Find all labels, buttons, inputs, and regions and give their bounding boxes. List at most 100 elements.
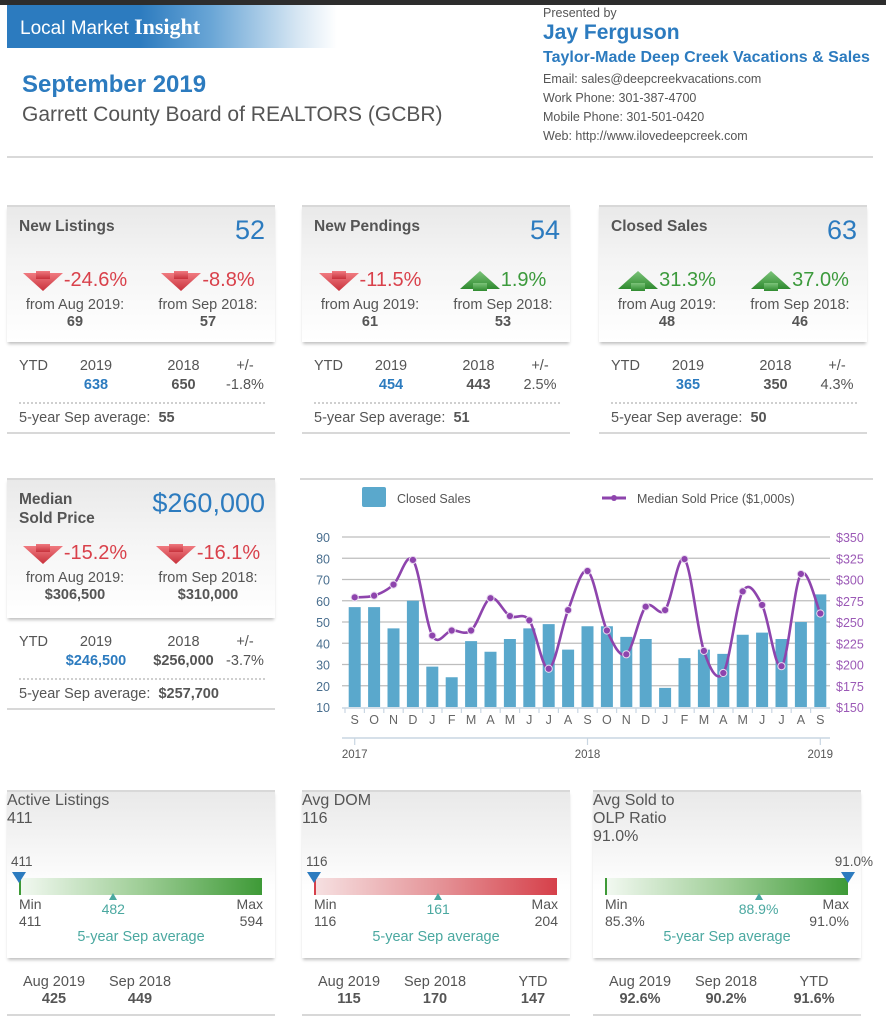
gauge-min-tick (605, 878, 607, 895)
footer-stat-label: Aug 2019 (608, 974, 672, 990)
card-title: Avg Sold to OLP Ratio (593, 792, 861, 828)
gauge-average-value: 482 (101, 901, 125, 917)
card-value: $260,000 (152, 488, 265, 518)
agent-work-phone: Work Phone: 301-387-4700 (543, 91, 697, 105)
x-tick-label: J (778, 713, 784, 727)
ytd-previous: 2018 350 (738, 357, 813, 395)
dotted-divider (19, 402, 265, 404)
five-year-average-value: 51 (453, 410, 470, 426)
agent-web[interactable]: Web: http://www.ilovedeepcreek.com (543, 129, 748, 143)
gauge-average-marker-icon (434, 893, 443, 900)
agent-email[interactable]: Email: sales@deepcreekvacations.com (543, 72, 762, 86)
x-tick-label: A (564, 713, 573, 727)
change-percent-value: 37.0% (792, 269, 849, 291)
ytd-label: YTD (611, 358, 640, 374)
footer-stat-label: YTD (518, 974, 548, 990)
point-median-sold-price (505, 611, 514, 621)
change-chg2: -16.1% from Sep 2018: $310,000 (143, 542, 273, 604)
card-title: New Pendings (314, 218, 420, 235)
bar-closed-sales (465, 641, 478, 707)
gauge-bar (314, 878, 557, 895)
ytd-previous: 2018 443 (441, 357, 516, 395)
footer-stat: Sep 2018 170 (400, 974, 470, 1008)
ytd-change-value: -1.8% (226, 377, 264, 393)
x-tick-label: D (408, 713, 417, 727)
y-right-tick-label: $225 (836, 637, 864, 651)
gauge-max-value: 204 (534, 913, 558, 929)
median-sold-price-card: Median Sold Price $260,000 -15.2% from Aug 2… (7, 478, 275, 710)
footer-stat-label: Sep 2018 (694, 974, 758, 990)
ytd-section: YTD 2019 365 2018 350 +/- 4.3% 5-year Sep avera… (599, 342, 867, 434)
arrow-down-icon (155, 543, 196, 564)
gauge-average-marker-icon (754, 893, 763, 900)
point-median-sold-price (680, 555, 689, 564)
gauge-max: Max 204 (532, 896, 558, 930)
change-label: from Aug 2019: (617, 296, 717, 313)
footer-stat-label: Sep 2018 (108, 974, 172, 990)
card-header: Avg DOM 116 116 161 Min 116 Max 204 5-year Sep a… (302, 790, 570, 958)
change-label: from Sep 2018: (750, 296, 850, 313)
x-tick-label: J (759, 713, 765, 727)
ytd-previous: 2018 $256,000 (146, 633, 221, 671)
card-title-line2: OLP Ratio (593, 810, 667, 827)
footer-stat-value: 92.6% (619, 991, 661, 1007)
y-right-tick-label: $200 (836, 659, 864, 673)
bar-closed-sales (503, 639, 516, 707)
footer-stat-label: Sep 2018 (403, 974, 467, 990)
gauge-min-tick (19, 878, 21, 895)
y-left-tick-label: 80 (316, 552, 330, 566)
x-tick-label: A (797, 713, 806, 727)
arrow-down-icon (22, 543, 63, 564)
y-left-tick-label: 40 (316, 637, 330, 651)
change-label: from Aug 2019: (25, 569, 125, 586)
avg-sold-to-olp-card: Avg Sold to OLP Ratio 91.0% 91.0% 88.9% Min 85… (593, 790, 873, 1016)
card-value: 116 (302, 810, 328, 827)
point-median-sold-price (486, 594, 495, 603)
change-base-value: 61 (361, 313, 379, 330)
x-tick-label: M (505, 713, 515, 727)
card-title-line1: Median (19, 491, 73, 508)
presented-by: Presented by (543, 6, 617, 20)
footer-stat-value: 91.6% (793, 991, 835, 1007)
arrow-down-icon (161, 270, 202, 291)
gauge-average-label: 5-year Sep average (77, 929, 205, 945)
ytd-previous-year: 2018 (462, 358, 495, 374)
ytd-current: 2019 365 (653, 357, 723, 395)
point-median-sold-price (408, 555, 418, 565)
point-median-sold-price (719, 668, 728, 678)
x-tick-label: F (448, 713, 456, 727)
card-header: Median Sold Price $260,000 -15.2% from Aug 2… (7, 478, 275, 618)
change-chg2: 37.0% from Sep 2018: 46 (735, 269, 865, 331)
change-label: from Aug 2019: (320, 296, 420, 313)
card-footer: Aug 2019 425 Sep 2018 449 (7, 958, 275, 1016)
footer-stat-value: 449 (127, 991, 153, 1007)
card-title: Active Listings (7, 792, 110, 809)
gauge-current-label: 116 (306, 854, 328, 869)
five-year-average: 5-year Sep average: 55 (19, 410, 175, 426)
x-tick-label: N (622, 713, 631, 727)
footer-stat: Sep 2018 449 (105, 974, 175, 1008)
gauge-min: Min 85.3% (605, 896, 645, 930)
gauge-max: Max 91.0% (809, 896, 849, 930)
footer-stat: Aug 2019 92.6% (605, 974, 675, 1008)
change-percent: 1.9% (459, 269, 547, 292)
y-left-tick-label: 10 (316, 701, 330, 715)
gauge-min: Min 116 (314, 896, 337, 930)
footer-stat-label: YTD (799, 974, 829, 990)
gauge-bar (19, 878, 262, 895)
y-left-tick-label: 60 (316, 595, 330, 609)
footer-stat-value: 115 (337, 991, 361, 1007)
ytd-current-year: 2019 (79, 358, 113, 374)
y-right-tick-label: $325 (836, 552, 864, 566)
y-right-tick-label: $150 (836, 701, 864, 715)
ytd-current-value: 454 (378, 377, 404, 393)
card-value: 91.0% (593, 828, 639, 845)
point-median-sold-price (467, 626, 476, 635)
change-percent: 37.0% (751, 269, 849, 292)
bar-closed-sales (600, 626, 613, 707)
ytd-change-label: +/- (531, 358, 549, 374)
board-name: Garrett County Board of REALTORS (GCBR) (22, 103, 443, 126)
point-median-sold-price (544, 664, 553, 673)
change-percent-value: 1.9% (500, 269, 547, 291)
footer-stat-value: 147 (520, 991, 546, 1007)
